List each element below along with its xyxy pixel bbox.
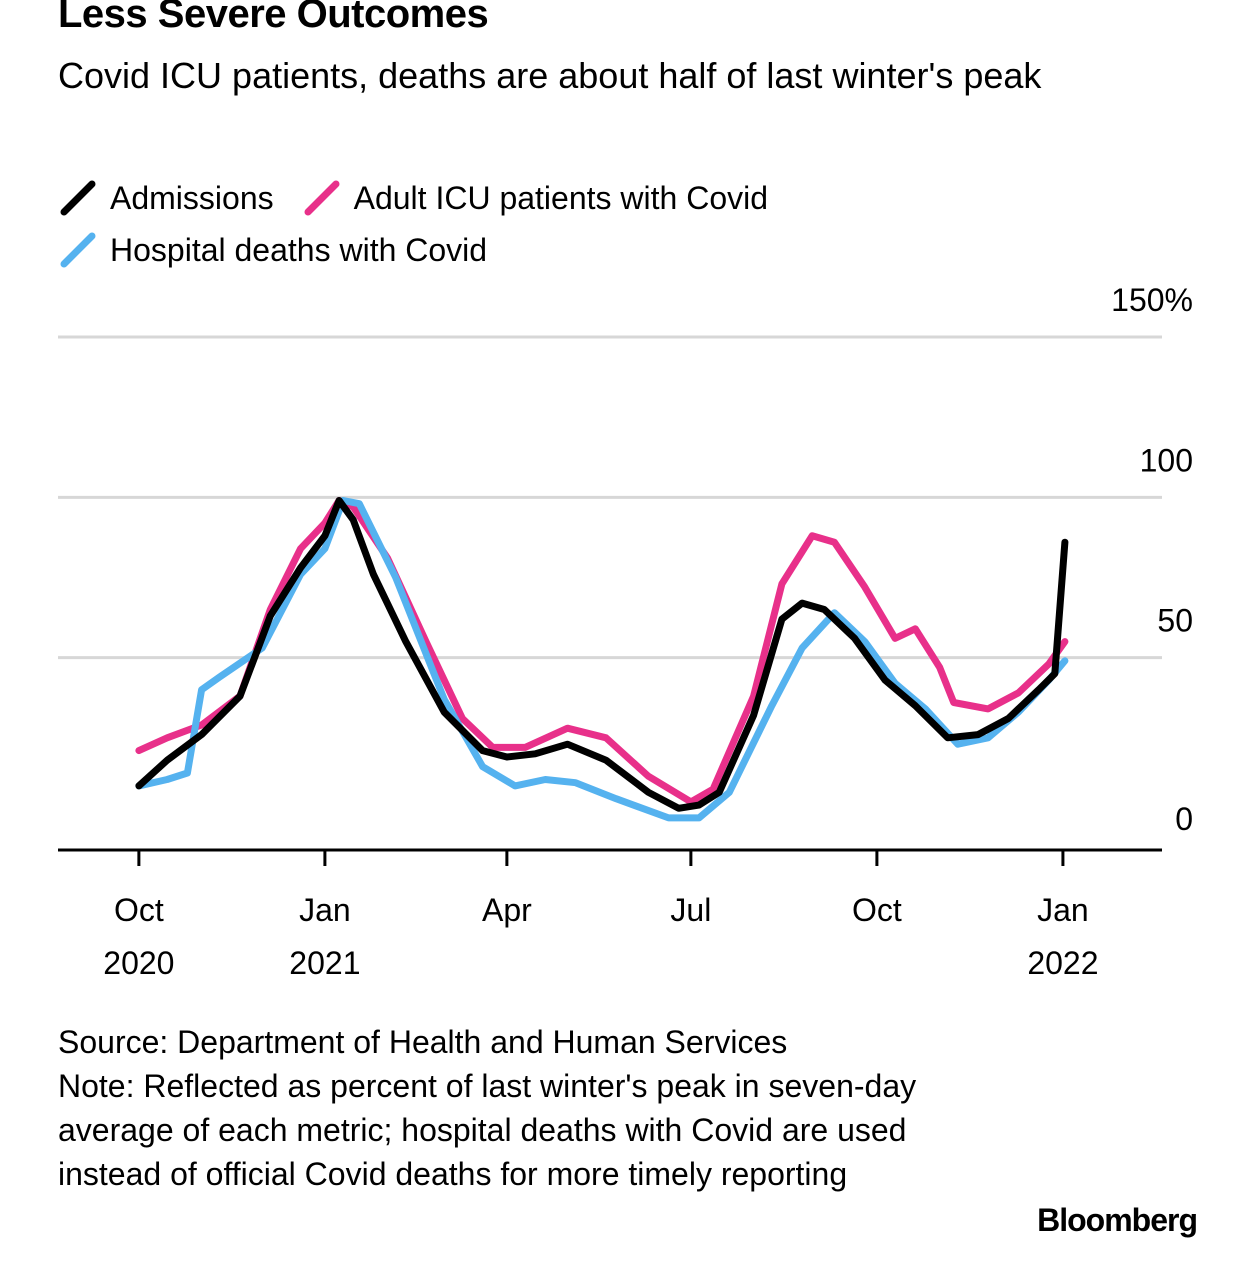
x-tick-label: Oct xyxy=(114,892,164,928)
y-tick-label: 0 xyxy=(1175,801,1193,837)
y-tick-label: 50 xyxy=(1157,603,1193,639)
legend: Admissions Adult ICU patients with Covid… xyxy=(58,172,1208,276)
legend-row: Hospital deaths with Covid xyxy=(58,224,1208,276)
gridlines xyxy=(58,335,1162,660)
x-tick-label: Oct xyxy=(852,892,902,928)
series-line-icu xyxy=(135,497,1069,806)
legend-item-admissions: Admissions xyxy=(58,178,274,218)
legend-label-admissions: Admissions xyxy=(110,179,274,216)
x-tick-label: Jan xyxy=(1037,892,1089,928)
y-tick-label: 100 xyxy=(1140,442,1193,478)
y-tick-label: 150% xyxy=(1111,282,1193,318)
legend-item-icu: Adult ICU patients with Covid xyxy=(302,178,768,218)
series-line-deaths xyxy=(135,497,1069,822)
x-tick-label: Jul xyxy=(670,892,711,928)
x-tick-label: 2022 xyxy=(1027,945,1098,981)
chart-subtitle: Covid ICU patients, deaths are about hal… xyxy=(58,55,1042,96)
x-tick-label: 2020 xyxy=(103,945,174,981)
source-text: Source: Department of Health and Human S… xyxy=(58,1024,788,1060)
x-tick-label: 2021 xyxy=(289,945,360,981)
bloomberg-logo: Bloomberg xyxy=(1037,1202,1198,1238)
legend-swatch-admissions-icon xyxy=(60,180,96,216)
series-lines xyxy=(135,497,1069,822)
legend-swatch-deaths-icon xyxy=(60,232,96,268)
footer: Source: Department of Health and Human S… xyxy=(58,1020,958,1196)
legend-label-icu: Adult ICU patients with Covid xyxy=(353,179,769,216)
note-text: Note: Reflected as percent of last winte… xyxy=(58,1068,917,1192)
y-axis-labels: 0 50 100 150% xyxy=(1111,282,1193,837)
x-tick-label: Apr xyxy=(482,892,532,928)
series-line-admissions xyxy=(135,497,1069,812)
legend-row: Admissions Adult ICU patients with Covid xyxy=(58,172,1208,224)
legend-label-deaths: Hospital deaths with Covid xyxy=(110,231,488,268)
chart-title: Less Severe Outcomes xyxy=(58,0,489,36)
x-tick-label: Jan xyxy=(299,892,351,928)
x-axis: Oct 2020 Jan 2021 Apr Jul Oct Jan 2022 xyxy=(58,848,1162,981)
line-chart: 0 50 100 150% Oct 2020 Jan 2021 Apr Jul Oct Jan 202… xyxy=(58,282,1193,981)
legend-swatch-icu-icon xyxy=(304,180,340,216)
legend-item-deaths: Hospital deaths with Covid xyxy=(58,230,487,270)
